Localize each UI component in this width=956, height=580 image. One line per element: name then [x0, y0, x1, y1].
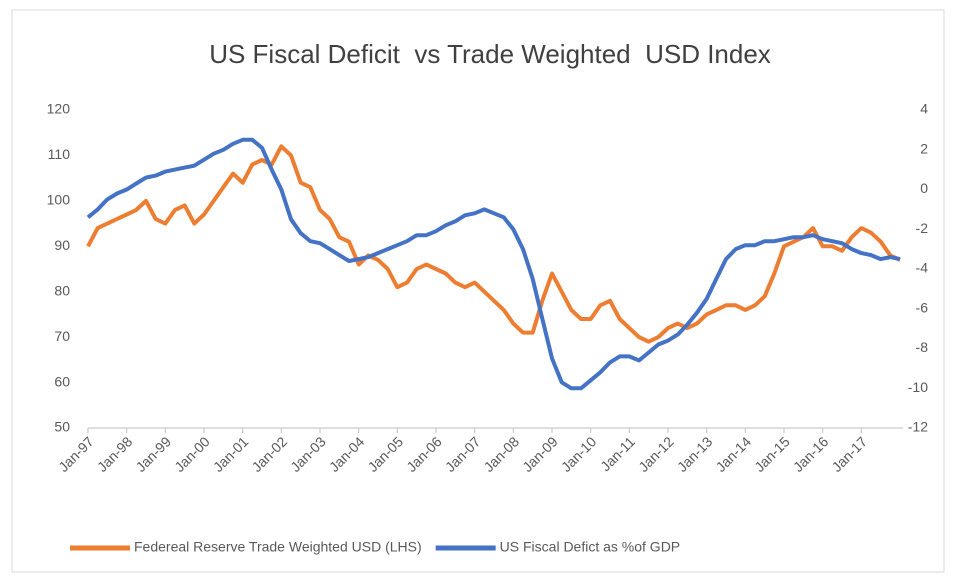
y2-tick-label: 4 [920, 101, 928, 117]
y2-tick-label: 0 [920, 180, 928, 196]
y-tick-label: 60 [54, 373, 70, 389]
y2-tick-label: -6 [916, 299, 929, 315]
y-tick-label: 70 [54, 328, 70, 344]
legend-label: US Fiscal Defict as %of GDP [500, 539, 681, 555]
series-line [86, 137, 901, 391]
y-tick-label: 50 [54, 419, 70, 435]
y2-tick-label: 2 [920, 140, 928, 156]
y-tick-label: 100 [47, 192, 71, 208]
y2-tick-label: -10 [908, 379, 928, 395]
y2-tick-label: -4 [916, 260, 929, 276]
legend-label: Federeal Reserve Trade Weighted USD (LHS… [134, 539, 422, 555]
series-line [86, 144, 901, 344]
y-tick-label: 110 [48, 146, 71, 162]
y-tick-label: 120 [47, 101, 71, 117]
y2-tick-label: -2 [916, 220, 929, 236]
y2-tick-label: -8 [916, 339, 929, 355]
y-tick-label: 90 [54, 237, 70, 253]
chart-title: US Fiscal Deficit vs Trade Weighted USD … [209, 39, 771, 69]
y2-tick-label: -12 [908, 419, 928, 435]
chart-frame [11, 9, 945, 573]
y-tick-label: 80 [54, 282, 70, 298]
